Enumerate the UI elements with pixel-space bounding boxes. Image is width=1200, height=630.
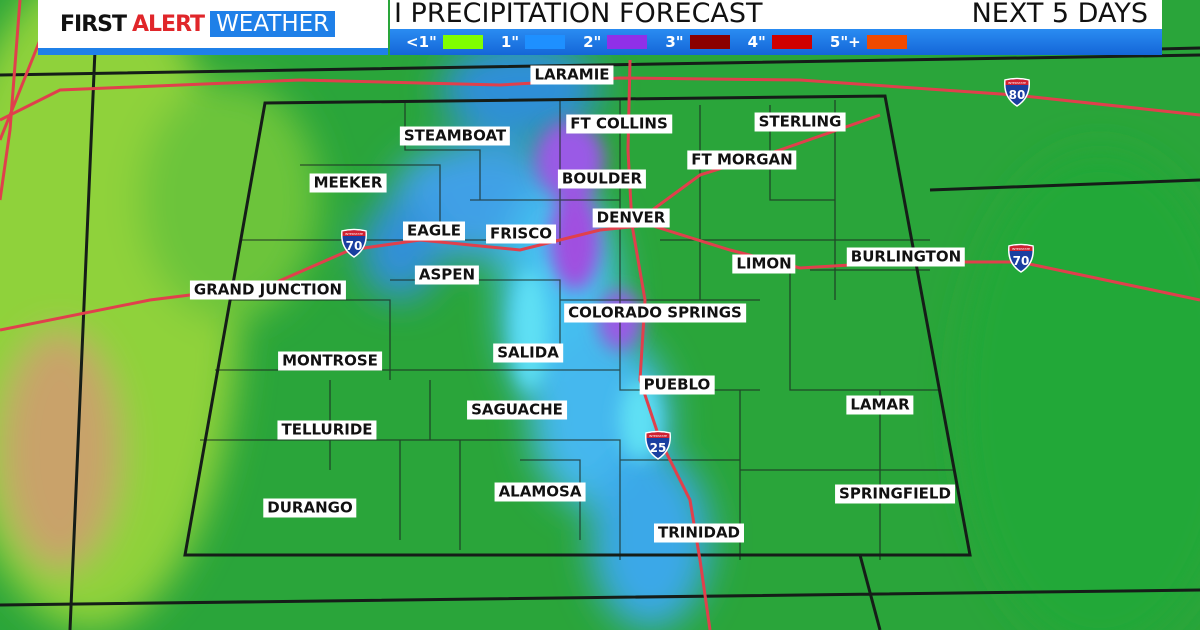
city-label-boulder: BOULDER xyxy=(557,169,647,189)
svg-text:70: 70 xyxy=(1013,254,1030,268)
header: FIRST ALERT WEATHER I PRECIPITATION FORE… xyxy=(38,0,1162,55)
map-title: I PRECIPITATION FORECAST xyxy=(394,0,763,29)
legend-swatch xyxy=(525,35,566,49)
county-lines xyxy=(200,100,955,560)
legend-label: 1" xyxy=(500,33,520,51)
city-label-frisco: FRISCO xyxy=(486,224,556,244)
title-bar: I PRECIPITATION FORECAST NEXT 5 DAYS xyxy=(390,0,1162,29)
logo-alert: ALERT xyxy=(132,11,205,37)
city-label-saguache: SAGUACHE xyxy=(467,400,567,420)
legend-label: <1" xyxy=(406,33,437,51)
city-label-pueblo: PUEBLO xyxy=(639,375,715,395)
city-label-telluride: TELLURIDE xyxy=(277,420,377,440)
city-label-colorado-springs: COLORADO SPRINGS xyxy=(564,303,746,323)
legend-swatch xyxy=(689,35,730,49)
city-label-sterling: STERLING xyxy=(754,112,846,132)
interstate-80-shield-icon: INTERSTATE 80 xyxy=(1003,77,1031,107)
city-label-trinidad: TRINIDAD xyxy=(653,523,745,543)
logo-panel: FIRST ALERT WEATHER xyxy=(38,0,388,48)
svg-text:INTERSTATE: INTERSTATE xyxy=(1008,81,1026,85)
city-label-limon: LIMON xyxy=(732,254,796,274)
city-label-steamboat: STEAMBOAT xyxy=(399,126,511,146)
forecast-period: NEXT 5 DAYS xyxy=(971,0,1148,29)
svg-text:INTERSTATE: INTERSTATE xyxy=(345,232,363,236)
logo-first: FIRST xyxy=(60,11,127,37)
city-label-aspen: ASPEN xyxy=(414,265,480,285)
city-label-alamosa: ALAMOSA xyxy=(494,482,586,502)
city-label-durango: DURANGO xyxy=(263,498,357,518)
colorado-border xyxy=(183,94,972,557)
legend-item: 1" xyxy=(500,33,566,51)
city-label-grand-junction: GRAND JUNCTION xyxy=(189,280,347,300)
logo-strip xyxy=(38,48,388,55)
legend-swatch xyxy=(607,35,648,49)
city-label-burlington: BURLINGTON xyxy=(846,247,966,267)
svg-text:INTERSTATE: INTERSTATE xyxy=(649,434,667,438)
city-label-salida: SALIDA xyxy=(493,343,563,363)
legend-item: 3" xyxy=(665,33,730,51)
city-label-meeker: MEEKER xyxy=(309,173,387,193)
city-label-springfield: SPRINGFIELD xyxy=(835,484,955,504)
svg-text:70: 70 xyxy=(346,239,363,253)
city-label-eagle: EAGLE xyxy=(403,221,465,241)
city-label-montrose: MONTROSE xyxy=(278,351,382,371)
svg-text:25: 25 xyxy=(650,441,667,455)
legend-item: 2" xyxy=(583,33,648,51)
logo-weather: WEATHER xyxy=(210,11,336,37)
legend-item: <1" xyxy=(406,33,483,51)
legend-item: 4" xyxy=(748,33,812,51)
legend-item: 5"+ xyxy=(830,33,907,51)
city-label-laramie: LARAMIE xyxy=(530,65,614,85)
legend-swatch xyxy=(442,35,483,49)
legend-label: 4" xyxy=(747,33,766,51)
city-label-denver: DENVER xyxy=(592,208,670,228)
city-label-lamar: LAMAR xyxy=(846,395,914,415)
city-label-ft-morgan: FT MORGAN xyxy=(687,150,797,170)
interstate-25-shield-icon: INTERSTATE 25 xyxy=(644,430,672,460)
legend-swatch xyxy=(771,35,812,49)
interstate-70-shield-icon: INTERSTATE 70 xyxy=(340,228,368,258)
svg-text:80: 80 xyxy=(1009,88,1026,102)
precip-legend: <1" 1" 2" 3" 4" 5"+ xyxy=(390,29,1162,55)
interstate-70-shield-icon: INTERSTATE 70 xyxy=(1007,243,1035,273)
city-label-ft-collins: FT COLLINS xyxy=(566,114,672,134)
legend-label: 5"+ xyxy=(829,33,861,51)
svg-text:INTERSTATE: INTERSTATE xyxy=(1012,247,1030,251)
legend-label: 2" xyxy=(583,33,602,51)
legend-label: 3" xyxy=(665,33,684,51)
legend-swatch xyxy=(866,35,907,49)
first-alert-weather-logo: FIRST ALERT WEATHER xyxy=(60,11,336,37)
